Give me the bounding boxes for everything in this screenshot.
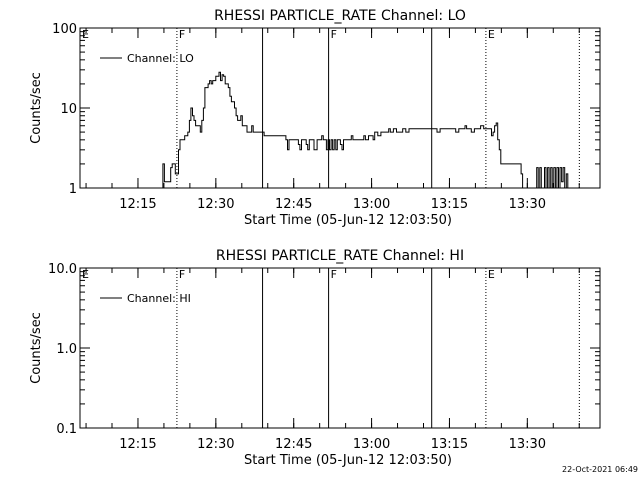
- x-tick-label: 13:15: [431, 197, 468, 212]
- y-axis-label: Counts/sec: [29, 72, 44, 144]
- event-marker-label: E: [488, 268, 495, 281]
- timestamp: 22-Oct-2021 06:49: [562, 465, 638, 474]
- event-marker-label: E: [488, 28, 495, 41]
- x-tick-label: 12:30: [197, 197, 234, 212]
- event-marker-label: E: [82, 268, 89, 281]
- y-axis-label: Counts/sec: [29, 312, 44, 384]
- x-tick-label: 13:00: [353, 437, 390, 452]
- y-tick-label: 1.0: [56, 342, 77, 357]
- y-tick-label: 10.0: [48, 262, 77, 277]
- x-tick-label: 13:00: [353, 197, 390, 212]
- x-tick-label: 12:45: [275, 437, 312, 452]
- x-tick-label: 12:15: [119, 197, 156, 212]
- chart-panel-1: RHESSI PARTICLE_RATE Channel: LO 1 10 100 12…: [29, 8, 601, 228]
- chart-title: RHESSI PARTICLE_RATE Channel: LO: [214, 8, 466, 24]
- legend-label: Channel: LO: [127, 52, 194, 65]
- legend-label: Channel: HI: [127, 292, 191, 305]
- x-tick-label: 12:45: [275, 197, 312, 212]
- x-axis-label: Start Time (05-Jun-12 12:03:50): [244, 213, 452, 228]
- x-tick-label: 13:30: [509, 197, 546, 212]
- x-tick-label: 12:15: [119, 437, 156, 452]
- x-axis-label: Start Time (05-Jun-12 12:03:50): [244, 453, 452, 468]
- series-line: [148, 71, 569, 188]
- x-tick-label: 12:30: [197, 437, 234, 452]
- event-marker-label: F: [331, 268, 337, 281]
- chart-panel-2: RHESSI PARTICLE_RATE Channel: HI 0.1 1.0 10…: [29, 248, 601, 468]
- chart-title: RHESSI PARTICLE_RATE Channel: HI: [216, 248, 464, 264]
- event-marker-label: F: [179, 28, 185, 41]
- event-marker-label: F: [331, 28, 337, 41]
- y-tick-label: 10: [60, 102, 77, 117]
- y-tick-label: 1: [69, 182, 77, 197]
- event-marker-label: F: [179, 268, 185, 281]
- data-series: [148, 71, 569, 188]
- x-tick-label: 13:30: [509, 437, 546, 452]
- y-tick-label: 0.1: [56, 422, 77, 437]
- x-tick-label: 13:15: [431, 437, 468, 452]
- y-tick-label: 100: [52, 22, 77, 37]
- event-marker-label: E: [82, 28, 89, 41]
